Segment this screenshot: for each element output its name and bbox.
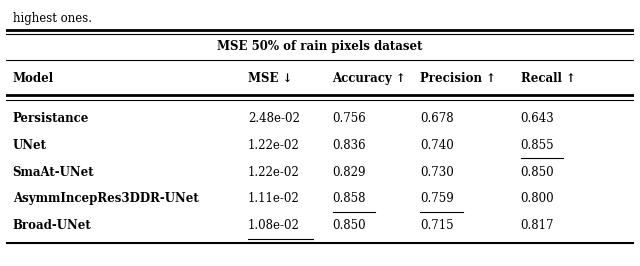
Text: Broad-UNet: Broad-UNet (13, 219, 92, 232)
Text: 0.800: 0.800 (521, 192, 554, 205)
Text: 0.855: 0.855 (521, 139, 554, 152)
Text: Model: Model (13, 72, 54, 85)
Text: 0.730: 0.730 (420, 166, 454, 178)
Text: UNet: UNet (13, 139, 47, 152)
Text: Accuracy ↑: Accuracy ↑ (333, 72, 406, 85)
Text: 0.817: 0.817 (521, 219, 554, 232)
Text: Precision ↑: Precision ↑ (420, 72, 497, 85)
Text: AsymmIncepRes3DDR-UNet: AsymmIncepRes3DDR-UNet (13, 192, 198, 205)
Text: Persistance: Persistance (13, 112, 89, 125)
Text: 0.858: 0.858 (333, 192, 366, 205)
Text: 0.829: 0.829 (333, 166, 366, 178)
Text: 0.756: 0.756 (333, 112, 366, 125)
Text: MSE 50% of rain pixels dataset: MSE 50% of rain pixels dataset (217, 40, 423, 53)
Text: Recall ↑: Recall ↑ (521, 72, 575, 85)
Text: 0.740: 0.740 (420, 139, 454, 152)
Text: 0.715: 0.715 (420, 219, 454, 232)
Text: 1.11e-02: 1.11e-02 (248, 192, 300, 205)
Text: highest ones.: highest ones. (13, 12, 92, 25)
Text: SmaAt-UNet: SmaAt-UNet (13, 166, 94, 178)
Text: 1.22e-02: 1.22e-02 (248, 139, 300, 152)
Text: 0.836: 0.836 (333, 139, 366, 152)
Text: 1.08e-02: 1.08e-02 (248, 219, 300, 232)
Text: 0.850: 0.850 (333, 219, 366, 232)
Text: 0.850: 0.850 (521, 166, 554, 178)
Text: 0.643: 0.643 (521, 112, 554, 125)
Text: 0.678: 0.678 (420, 112, 454, 125)
Text: MSE ↓: MSE ↓ (248, 72, 292, 85)
Text: 1.22e-02: 1.22e-02 (248, 166, 300, 178)
Text: 2.48e-02: 2.48e-02 (248, 112, 300, 125)
Text: 0.759: 0.759 (420, 192, 454, 205)
